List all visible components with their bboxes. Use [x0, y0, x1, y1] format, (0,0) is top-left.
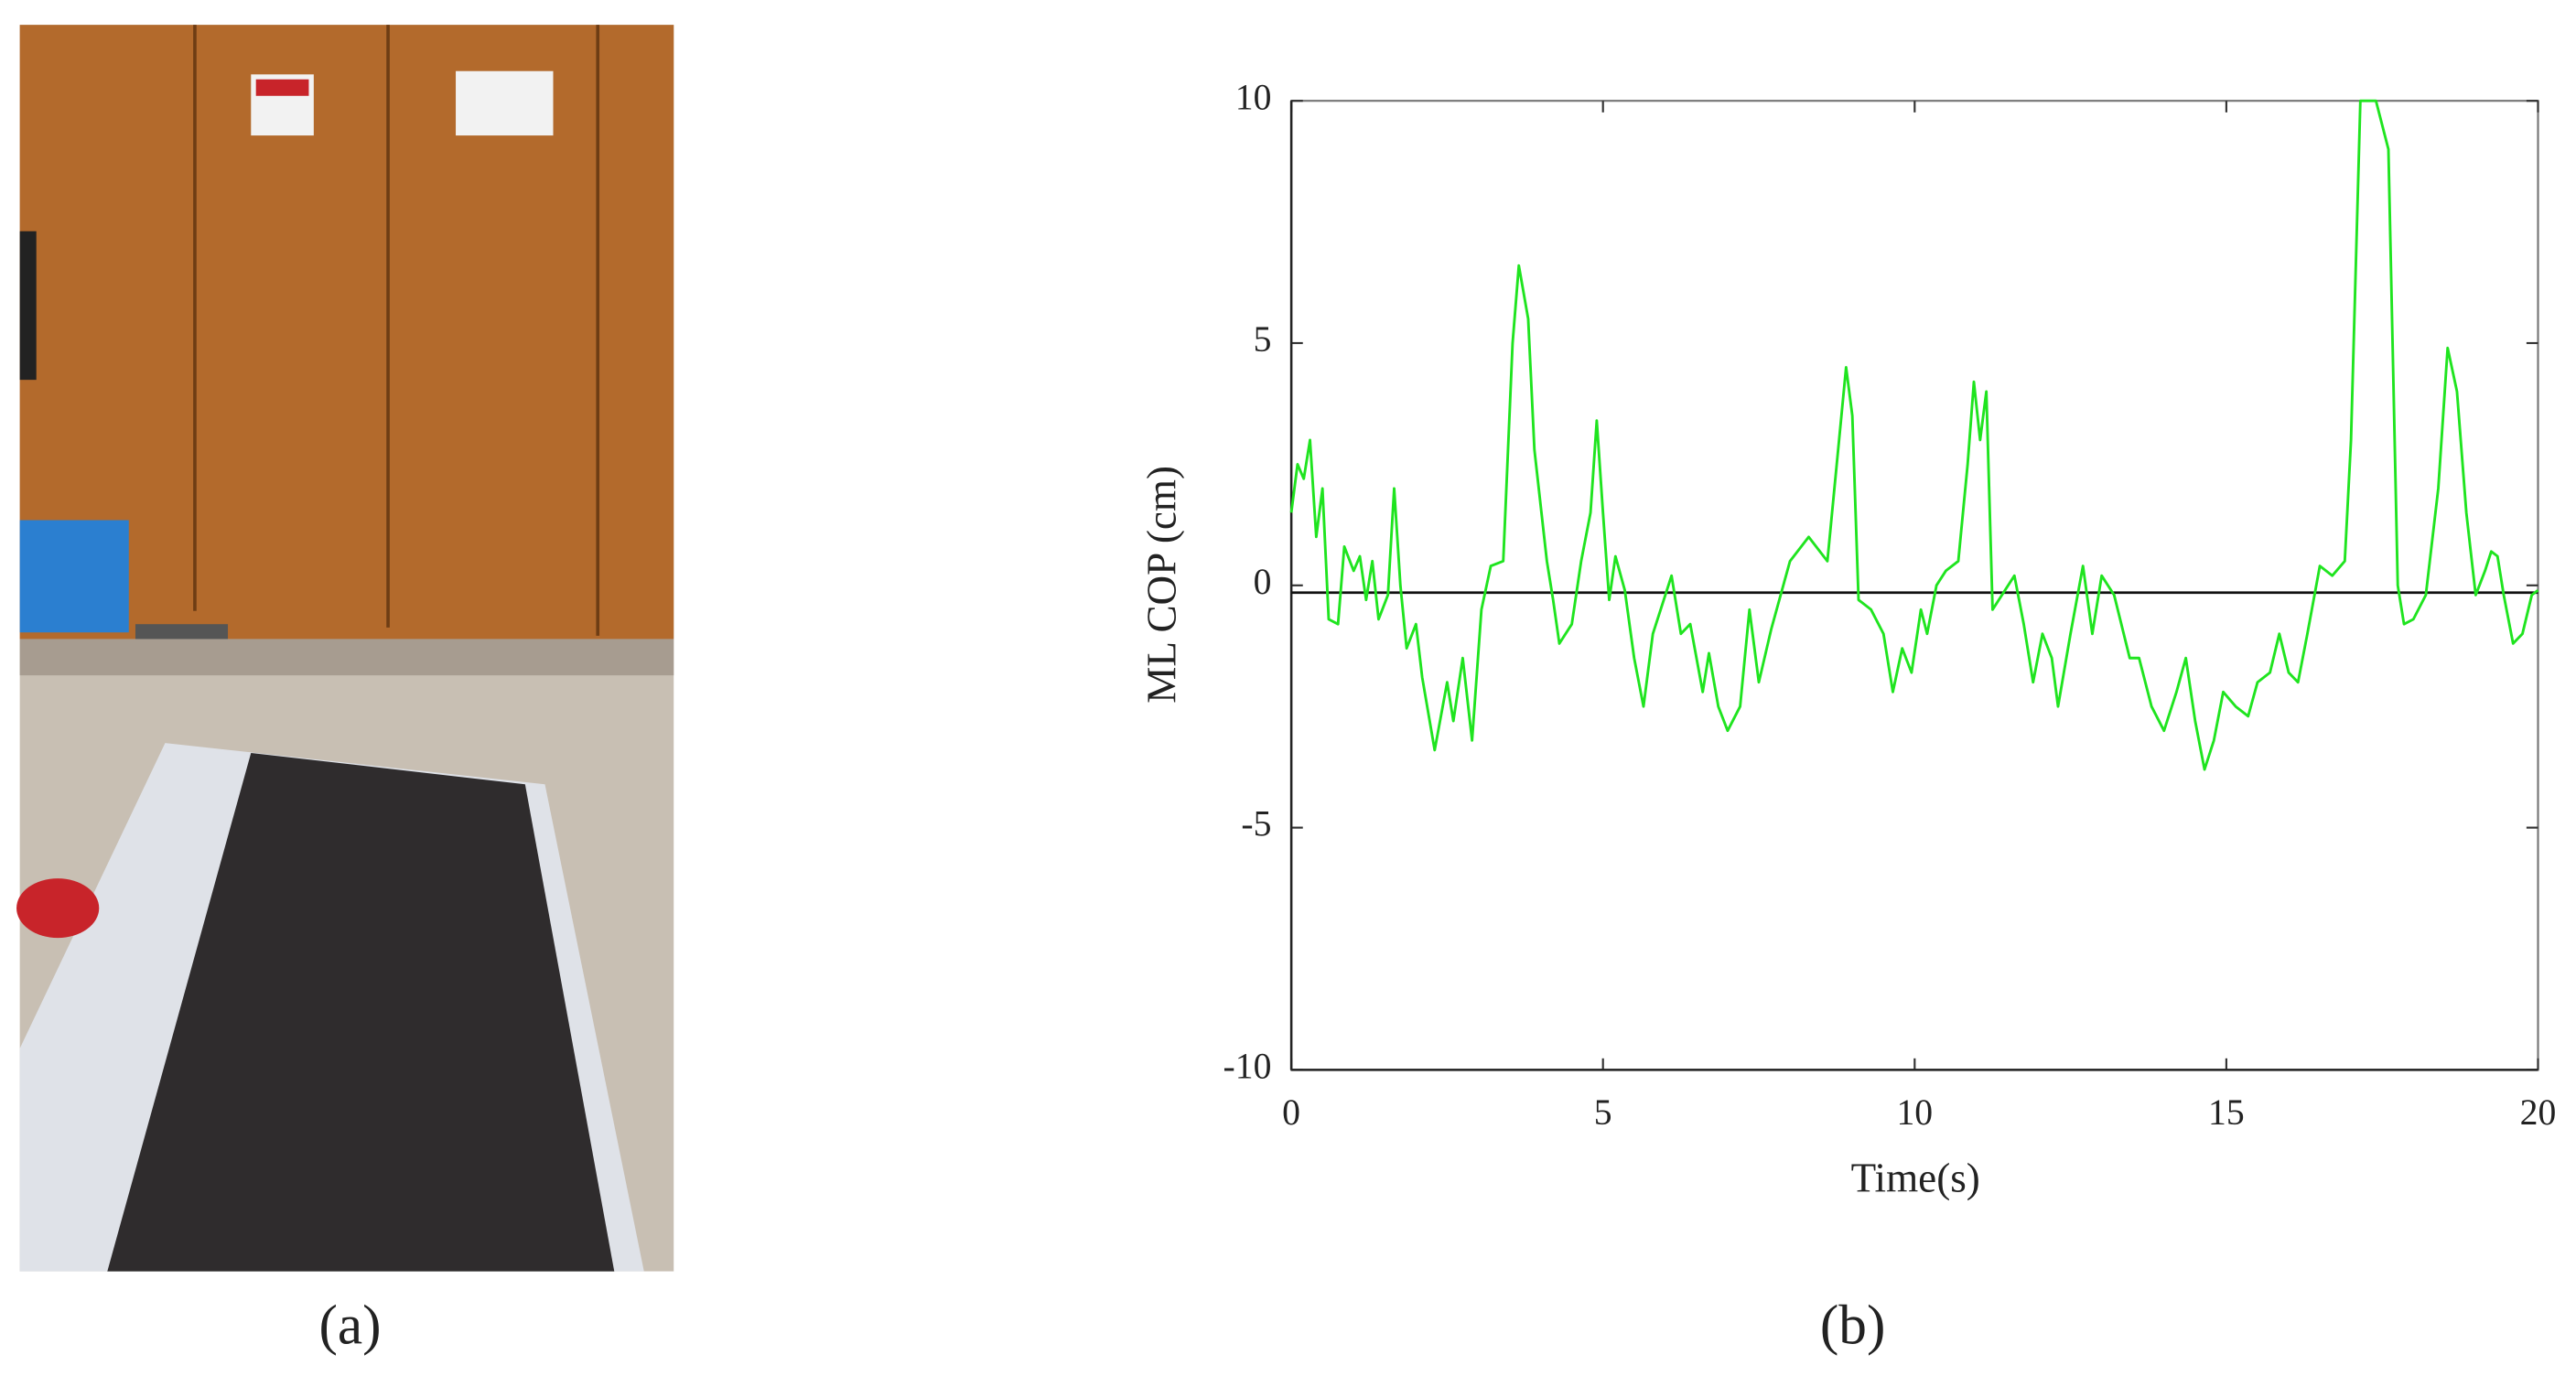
red-object [16, 878, 100, 939]
plot-frame [1290, 100, 2539, 1071]
y-axis-label: ML COP (cm) [1138, 466, 1184, 704]
x-axis-label: Time(s) [1851, 1155, 1980, 1200]
y-tick-label: 5 [1254, 319, 1272, 360]
chart: Time(s) ML COP (cm) [1138, 100, 2539, 1200]
y-tick-label: -5 [1241, 804, 1271, 844]
x-tick-label: 20 [2520, 1092, 2557, 1133]
person-edge [19, 231, 37, 381]
y-tick-label: 10 [1235, 77, 1272, 117]
data-line [1289, 99, 2539, 771]
floor-shadow [19, 639, 674, 676]
panel-label: (b) [1820, 1295, 1886, 1357]
sign-band [255, 79, 309, 96]
mat-surface [107, 752, 615, 1272]
x-tick-label: 10 [1896, 1092, 1933, 1133]
x-tick-label: 15 [2208, 1092, 2245, 1133]
photo [16, 25, 674, 1272]
x-tick-label: 0 [1282, 1092, 1300, 1133]
sign [456, 70, 554, 136]
blue-pad [19, 520, 129, 633]
y-tick-label: 0 [1254, 562, 1272, 602]
y-tick-label: -10 [1223, 1047, 1272, 1087]
panel-label: (a) [319, 1295, 382, 1357]
x-tick-label: 5 [1594, 1092, 1612, 1133]
